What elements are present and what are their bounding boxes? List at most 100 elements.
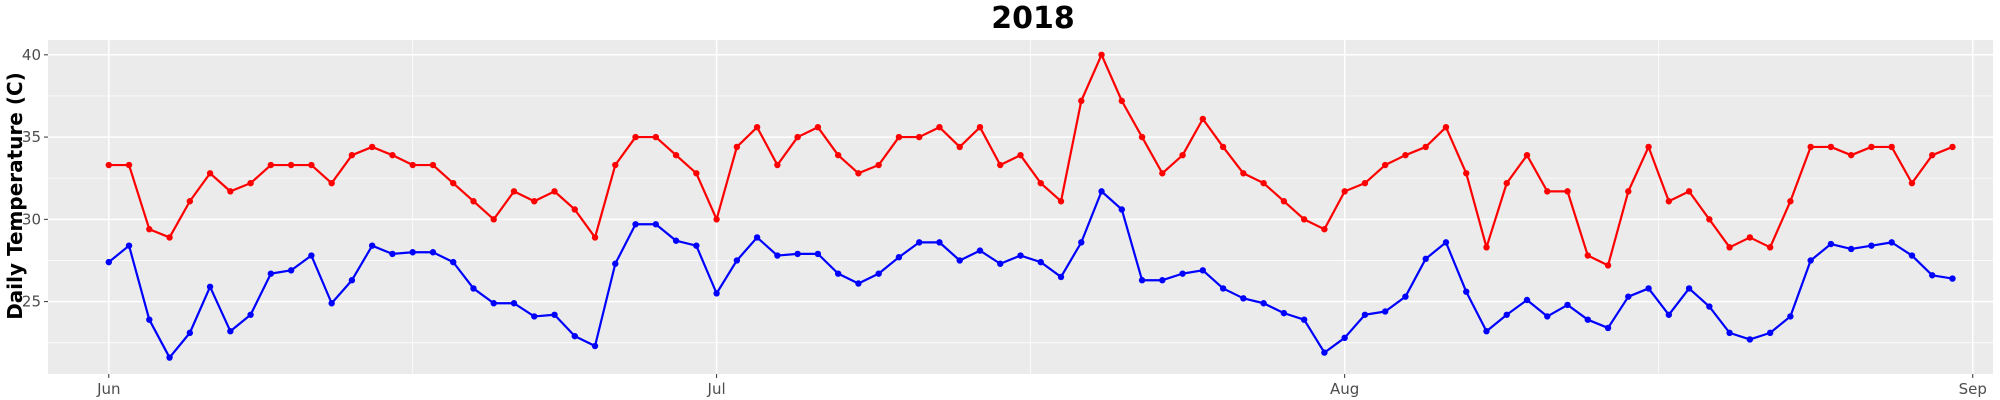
- data-point: [1159, 277, 1166, 284]
- data-point: [733, 143, 741, 151]
- data-point: [1098, 188, 1105, 195]
- data-point: [146, 316, 153, 323]
- data-point: [1847, 151, 1855, 159]
- data-point: [895, 253, 903, 261]
- data-point: [1381, 161, 1389, 169]
- data-point: [997, 260, 1004, 267]
- data-point: [510, 300, 518, 307]
- data-point: [1665, 198, 1673, 205]
- data-point: [794, 133, 801, 141]
- data-point: [389, 151, 396, 159]
- series-line-1: [108, 53, 1953, 267]
- data-point: [206, 283, 214, 290]
- data-point: [1159, 170, 1166, 177]
- data-point: [1463, 170, 1470, 177]
- y-tick-label: 40: [22, 46, 41, 64]
- data-point: [1118, 206, 1126, 213]
- data-point: [125, 242, 133, 249]
- data-point: [956, 143, 963, 151]
- data-point: [1341, 188, 1348, 195]
- data-point: [1300, 316, 1308, 323]
- y-axis-title: Daily Temperature (C): [3, 72, 27, 320]
- data-point: [1929, 272, 1936, 279]
- data-point: [1260, 300, 1267, 307]
- data-point: [1868, 242, 1875, 249]
- data-point: [247, 179, 254, 187]
- data-point: [429, 161, 437, 169]
- data-point: [1746, 234, 1754, 241]
- data-point: [267, 161, 275, 169]
- data-point: [1726, 244, 1733, 251]
- data-point: [227, 328, 234, 335]
- data-point: [1078, 239, 1085, 246]
- data-series: [105, 51, 1956, 361]
- data-point: [1827, 143, 1835, 151]
- data-point: [450, 179, 457, 187]
- data-point: [612, 161, 619, 169]
- data-point: [328, 300, 335, 307]
- data-point: [247, 311, 254, 318]
- x-tick-label: Aug: [1330, 380, 1359, 398]
- data-point: [1260, 179, 1267, 187]
- data-point: [1847, 245, 1855, 253]
- data-point: [1685, 188, 1693, 195]
- data-point: [227, 188, 234, 195]
- data-point: [672, 237, 680, 244]
- data-point: [287, 267, 295, 274]
- data-point: [1645, 285, 1652, 292]
- data-point: [1341, 334, 1348, 341]
- data-point: [1584, 316, 1591, 323]
- data-point: [1807, 257, 1814, 264]
- data-point: [936, 239, 943, 246]
- data-point: [510, 188, 518, 195]
- data-point: [1138, 277, 1146, 284]
- data-point: [1523, 296, 1531, 304]
- data-point: [753, 234, 761, 241]
- data-point: [308, 252, 315, 259]
- data-point: [1665, 311, 1673, 318]
- data-point: [1240, 170, 1247, 177]
- data-point: [956, 257, 963, 264]
- data-point: [348, 277, 356, 284]
- data-point: [814, 250, 822, 258]
- data-point: [612, 260, 619, 267]
- data-point: [1685, 285, 1693, 292]
- data-point: [916, 133, 923, 141]
- data-point: [166, 234, 173, 241]
- data-point: [1787, 198, 1794, 205]
- data-point: [1017, 151, 1024, 159]
- data-point: [652, 221, 660, 228]
- data-point: [409, 161, 416, 169]
- data-point: [855, 280, 862, 287]
- data-point: [146, 226, 153, 233]
- data-point: [450, 258, 457, 266]
- data-point: [1564, 301, 1571, 309]
- data-point: [855, 170, 862, 177]
- data-point: [1949, 143, 1956, 151]
- data-point: [916, 239, 923, 246]
- data-point: [105, 161, 112, 169]
- data-point: [1604, 262, 1612, 269]
- data-point: [1199, 267, 1207, 274]
- data-point: [1706, 216, 1713, 223]
- data-point: [490, 216, 497, 223]
- data-point: [1766, 244, 1774, 251]
- data-point: [1179, 270, 1186, 277]
- grid-lines: [48, 40, 1993, 374]
- data-point: [652, 133, 660, 141]
- data-point: [632, 221, 639, 228]
- data-point: [672, 151, 680, 159]
- data-point: [125, 161, 133, 169]
- data-point: [1199, 115, 1207, 123]
- data-point: [267, 270, 275, 277]
- data-point: [166, 354, 173, 361]
- x-tick-label: Jul: [707, 380, 726, 398]
- data-point: [1442, 239, 1450, 246]
- data-point: [1098, 51, 1105, 59]
- data-point: [1503, 179, 1510, 187]
- data-point: [1787, 313, 1794, 320]
- data-point: [733, 257, 741, 264]
- data-point: [1442, 124, 1450, 131]
- y-tick-label: 30: [22, 210, 41, 228]
